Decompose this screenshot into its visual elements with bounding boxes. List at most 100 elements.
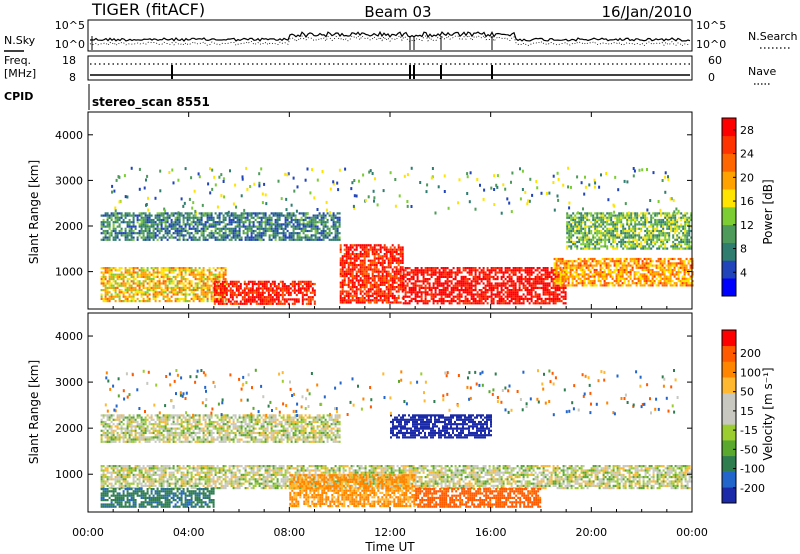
data-cell xyxy=(436,293,439,296)
data-cell xyxy=(223,287,226,290)
data-cell xyxy=(304,238,307,241)
data-cell xyxy=(675,271,678,274)
data-cell xyxy=(508,267,511,270)
data-cell xyxy=(621,282,624,285)
data-cell xyxy=(132,295,135,298)
data-cell xyxy=(246,232,249,235)
data-cell xyxy=(498,293,501,296)
data-cell xyxy=(204,273,207,276)
data-cell xyxy=(142,229,145,233)
data-cell xyxy=(345,248,348,251)
data-cell xyxy=(548,289,551,292)
data-cell xyxy=(100,275,103,278)
data-cell xyxy=(178,236,181,239)
data-cell xyxy=(154,295,157,298)
data-cell xyxy=(200,218,203,222)
data-cell xyxy=(452,267,455,270)
data-cell xyxy=(243,287,246,290)
data-cell xyxy=(448,269,451,272)
data-cell xyxy=(349,268,352,271)
data-cell xyxy=(399,259,402,262)
data-cell xyxy=(126,297,129,300)
data-cell xyxy=(536,297,539,300)
data-cell xyxy=(104,221,107,224)
data-cell xyxy=(332,227,335,230)
data-cell xyxy=(478,297,481,300)
data-cell xyxy=(542,282,545,285)
data-cell xyxy=(424,293,427,296)
data-cell xyxy=(379,294,382,297)
data-cell xyxy=(418,300,421,303)
data-cell xyxy=(361,290,364,293)
data-cell xyxy=(298,218,301,222)
data-cell xyxy=(208,269,211,272)
data-cell xyxy=(369,248,372,251)
data-cell xyxy=(645,262,648,265)
data-cell xyxy=(628,227,631,230)
data-cell xyxy=(210,225,213,228)
data-cell xyxy=(341,290,344,293)
data-cell xyxy=(279,302,282,305)
data-cell xyxy=(345,299,348,302)
data-cell xyxy=(214,212,217,215)
data-cell xyxy=(210,223,213,226)
data-cell xyxy=(601,277,604,280)
data-cell xyxy=(284,225,287,228)
data-cell xyxy=(613,264,616,267)
data-cell xyxy=(240,236,243,239)
data-cell xyxy=(313,293,316,297)
data-cell xyxy=(516,295,519,298)
data-cell xyxy=(291,285,294,288)
data-cell xyxy=(375,292,378,295)
data-cell xyxy=(528,297,531,300)
data-cell xyxy=(568,214,571,217)
data-cell xyxy=(281,291,284,294)
data-cell xyxy=(466,297,469,300)
data-cell xyxy=(620,240,623,244)
data-cell xyxy=(343,264,346,267)
data-cell xyxy=(456,280,459,283)
data-cell xyxy=(217,287,220,290)
data-cell xyxy=(219,293,222,297)
data-cell xyxy=(256,227,259,230)
data-cell xyxy=(542,267,545,270)
data-cell xyxy=(128,293,131,296)
data-cell xyxy=(379,248,382,251)
data-cell xyxy=(112,273,115,276)
data-cell xyxy=(170,282,173,285)
data-cell xyxy=(359,283,362,286)
data-cell xyxy=(184,227,187,230)
data-cell xyxy=(150,221,153,224)
data-cell xyxy=(524,269,527,272)
data-cell xyxy=(298,234,301,237)
data-cell xyxy=(278,214,281,217)
data-cell xyxy=(182,218,185,222)
data-cell xyxy=(156,273,159,276)
data-cell xyxy=(621,262,624,265)
data-cell xyxy=(528,269,531,272)
data-cell xyxy=(228,223,231,226)
data-cell xyxy=(397,253,400,256)
data-cell xyxy=(307,285,310,288)
data-cell xyxy=(594,221,597,224)
data-cell xyxy=(587,264,590,267)
data-cell xyxy=(365,277,368,280)
data-cell xyxy=(510,291,513,294)
data-cell xyxy=(470,267,473,270)
data-cell xyxy=(118,291,121,294)
data-cell xyxy=(166,273,169,276)
data-cell xyxy=(310,218,313,222)
data-cell xyxy=(158,293,161,296)
data-cell xyxy=(158,212,161,215)
data-cell xyxy=(218,221,221,224)
data-cell xyxy=(172,236,175,239)
data-cell xyxy=(353,248,356,251)
data-cell xyxy=(286,221,289,224)
data-cell xyxy=(138,212,141,215)
data-cell xyxy=(424,269,427,272)
data-cell xyxy=(608,216,611,219)
data-cell xyxy=(667,282,670,285)
data-cell xyxy=(609,257,612,261)
data-cell xyxy=(655,266,658,269)
data-cell xyxy=(639,266,642,269)
